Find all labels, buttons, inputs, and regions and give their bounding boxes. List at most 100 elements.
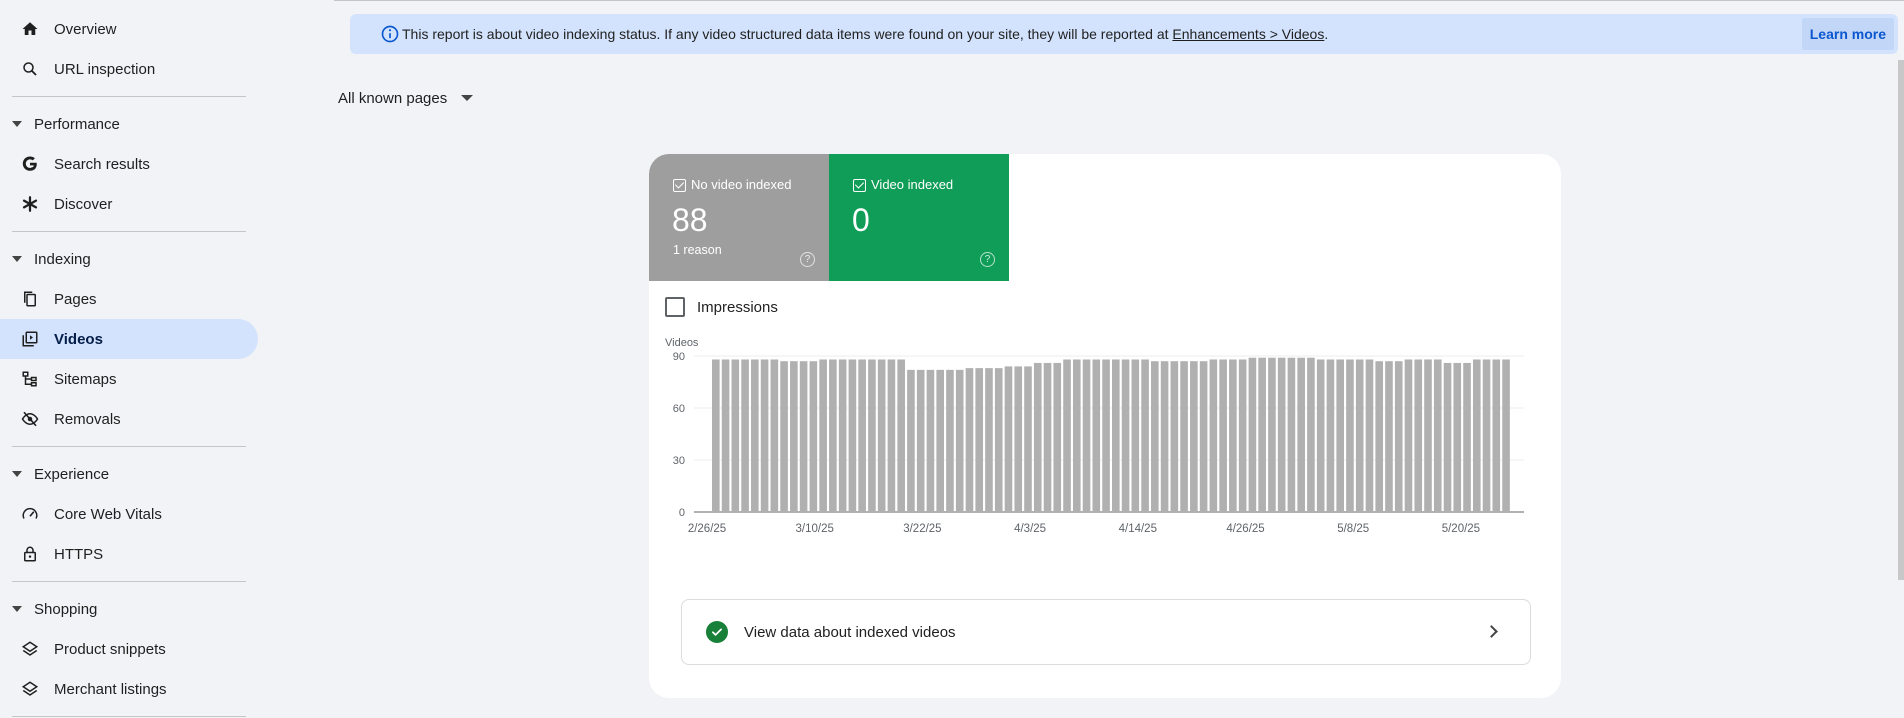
header-divider	[334, 0, 1904, 1]
videos-bar-chart: Videos 0 30 60 90 2/26/25 3/10/25 3/22/25 4/3/25…	[665, 337, 1524, 535]
x-tick-label: 2/26/25	[688, 523, 726, 535]
enhancements-videos-link[interactable]: Enhancements > Videos	[1172, 26, 1325, 42]
tile-sub: 1 reason	[673, 243, 722, 257]
bar	[1336, 359, 1344, 512]
bar	[1131, 359, 1140, 512]
banner-suffix: .	[1324, 26, 1329, 42]
google-g-icon	[19, 153, 41, 175]
sidebar-item-discover[interactable]: Discover	[0, 184, 258, 224]
bar	[1209, 359, 1218, 512]
checkbox-checked-icon	[673, 179, 686, 192]
bar	[1268, 357, 1276, 512]
bar	[751, 359, 759, 512]
chevron-right-icon	[1485, 625, 1498, 638]
bar	[1326, 359, 1335, 512]
bar	[1404, 359, 1413, 512]
bar	[1365, 359, 1374, 512]
y-tick-label: 90	[673, 351, 685, 363]
bar	[946, 369, 954, 512]
bar	[916, 369, 925, 512]
video-indexing-card: No video indexed 88 1 reason ? Video ind…	[649, 154, 1561, 698]
bar	[799, 361, 808, 512]
section-shopping[interactable]: Shopping	[0, 589, 246, 629]
bar	[1219, 359, 1227, 512]
pages-icon	[19, 288, 41, 310]
section-label: Shopping	[34, 600, 98, 618]
layers-icon	[19, 638, 41, 660]
bar	[1141, 359, 1149, 512]
bar	[741, 359, 749, 512]
section-performance[interactable]: Performance	[0, 104, 246, 144]
bar	[1033, 362, 1042, 512]
bar	[955, 369, 964, 512]
bar	[1004, 366, 1013, 512]
caret-down-icon	[12, 121, 22, 127]
x-tick-label: 3/10/25	[796, 523, 834, 535]
bar	[1502, 359, 1510, 512]
learn-more-button[interactable]: Learn more	[1801, 18, 1894, 50]
bar	[1463, 362, 1471, 512]
tile-no-video-indexed[interactable]: No video indexed 88 1 reason ?	[649, 154, 829, 281]
bar	[1229, 359, 1237, 512]
bar	[1043, 362, 1052, 512]
bar	[1375, 361, 1384, 512]
bar	[819, 359, 827, 512]
tile-video-indexed[interactable]: Video indexed 0 ?	[829, 154, 1009, 281]
pages-filter-dropdown[interactable]: All known pages	[338, 86, 474, 110]
sidebar-item-label: Pages	[54, 290, 97, 308]
sidebar-item-sitemaps[interactable]: Sitemaps	[0, 359, 258, 399]
caret-down-icon	[12, 471, 22, 477]
bar	[1385, 361, 1393, 512]
sidebar-item-videos[interactable]: Videos	[0, 319, 258, 359]
bar	[1258, 357, 1266, 512]
sidebar-item-label: HTTPS	[54, 545, 104, 563]
help-icon[interactable]: ?	[980, 252, 995, 267]
sidebar-item-label: Sitemaps	[54, 370, 117, 388]
y-axis-label: Videos	[665, 337, 699, 349]
sidebar-item-product-snippets[interactable]: Product snippets	[0, 629, 258, 669]
dropdown-arrow-icon	[461, 95, 474, 101]
sidebar-item-removals[interactable]: Removals	[0, 399, 258, 439]
bar	[760, 359, 769, 512]
impressions-toggle[interactable]: Impressions	[665, 297, 778, 317]
bar	[1180, 361, 1188, 512]
bar	[1121, 359, 1130, 512]
x-tick-label: 5/8/25	[1337, 523, 1369, 535]
bar	[712, 359, 720, 512]
bar	[1307, 357, 1315, 512]
sidebar-item-url-inspection[interactable]: URL inspection	[0, 49, 258, 89]
bar	[790, 361, 798, 512]
sidebar-item-merchant-listings[interactable]: Merchant listings	[0, 669, 258, 709]
section-experience[interactable]: Experience	[0, 454, 246, 494]
sidebar-item-https[interactable]: HTTPS	[0, 534, 258, 574]
bar	[1424, 359, 1432, 512]
sidebar-item-pages[interactable]: Pages	[0, 279, 258, 319]
sidebar-item-core-web-vitals[interactable]: Core Web Vitals	[0, 494, 258, 534]
y-tick-label: 30	[673, 455, 685, 467]
view-data-label: View data about indexed videos	[744, 623, 956, 641]
view-indexed-videos-button[interactable]: View data about indexed videos	[681, 599, 1531, 665]
bar	[1287, 357, 1296, 512]
help-icon[interactable]: ?	[800, 252, 815, 267]
bar	[1492, 359, 1501, 512]
x-tick-label: 4/14/25	[1119, 523, 1157, 535]
bar	[1297, 357, 1305, 512]
tile-value: 88	[672, 202, 708, 238]
bar	[1355, 359, 1364, 512]
tile-label: Video indexed	[871, 177, 954, 192]
bar	[907, 369, 915, 512]
bar	[1238, 359, 1247, 512]
bar	[926, 369, 935, 512]
bar	[985, 368, 993, 512]
pages-filter-label: All known pages	[338, 89, 448, 107]
section-label: Experience	[34, 465, 110, 483]
scrollbar[interactable]	[1898, 60, 1904, 580]
info-banner: This report is about video indexing stat…	[350, 14, 1898, 54]
checkbox-unchecked-icon	[665, 297, 685, 317]
sidebar-item-overview[interactable]: Overview	[0, 9, 258, 49]
bar	[1443, 362, 1452, 512]
bar	[858, 359, 866, 512]
sidebar-item-search-results[interactable]: Search results	[0, 144, 258, 184]
video-library-icon	[19, 328, 41, 350]
section-indexing[interactable]: Indexing	[0, 239, 246, 279]
